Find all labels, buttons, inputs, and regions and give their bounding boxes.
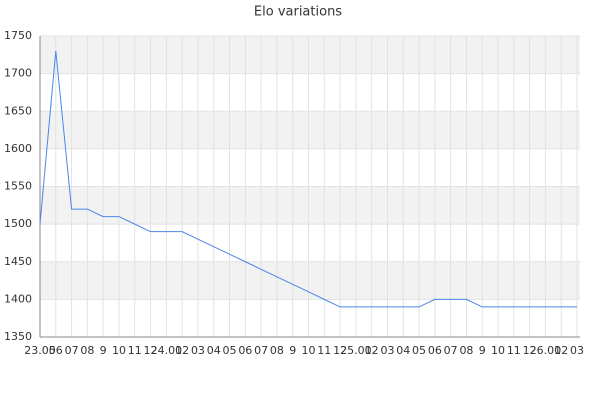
x-tick-label: 02	[365, 344, 379, 357]
x-tick-label: 25.01	[340, 344, 372, 357]
x-tick-label: 9	[100, 344, 107, 357]
x-tick-label: 08	[459, 344, 473, 357]
x-tick-label: 12	[523, 344, 537, 357]
x-tick-label: 07	[444, 344, 458, 357]
x-tick-label: 03	[570, 344, 584, 357]
x-tick-label: 11	[507, 344, 521, 357]
x-tick-label: 06	[49, 344, 63, 357]
y-tick-label: 1550	[4, 180, 32, 193]
x-tick-label: 12	[144, 344, 158, 357]
x-tick-label: 9	[479, 344, 486, 357]
y-tick-label: 1700	[4, 67, 32, 80]
x-tick-label: 10	[302, 344, 316, 357]
chart-title: Elo variations	[254, 5, 342, 20]
x-tick-label: 02	[554, 344, 568, 357]
x-tick-label: 06	[238, 344, 252, 357]
x-tick-label: 05	[223, 344, 237, 357]
x-tick-label: 08	[80, 344, 94, 357]
y-tick-label: 1450	[4, 255, 32, 268]
x-tick-label: 24.01	[151, 344, 183, 357]
y-tick-label: 1500	[4, 217, 32, 230]
y-tick-label: 1750	[4, 29, 32, 42]
grid-band	[40, 111, 580, 149]
x-tick-label: 04	[207, 344, 221, 357]
x-tick-label: 12	[333, 344, 347, 357]
x-tick-label: 10	[112, 344, 126, 357]
grid-band	[40, 186, 580, 225]
x-tick-label: 05	[412, 344, 426, 357]
x-tick-label: 03	[191, 344, 205, 357]
x-tick-label: 02	[175, 344, 189, 357]
line-series	[39, 51, 577, 308]
y-tick-label: 1600	[4, 142, 32, 155]
x-tick-label: 10	[491, 344, 505, 357]
x-tick-label: 11	[317, 344, 331, 357]
grid-band	[40, 36, 580, 74]
x-tick-label: 04	[396, 344, 410, 357]
x-tick-label: 07	[254, 344, 268, 357]
y-tick-label: 1650	[4, 104, 32, 117]
x-tick-label: 08	[270, 344, 284, 357]
x-tick-label: 11	[128, 344, 142, 357]
y-tick-label: 1400	[4, 292, 32, 305]
x-tick-label: 26.01	[530, 344, 562, 357]
x-tick-label: 9	[289, 344, 296, 357]
x-tick-label: 06	[428, 344, 442, 357]
grid-band	[40, 261, 580, 300]
y-tick-label: 1350	[4, 330, 32, 343]
x-tick-label: 03	[380, 344, 394, 357]
x-tick-label: 23.05	[24, 344, 56, 357]
x-tick-label: 07	[65, 344, 79, 357]
